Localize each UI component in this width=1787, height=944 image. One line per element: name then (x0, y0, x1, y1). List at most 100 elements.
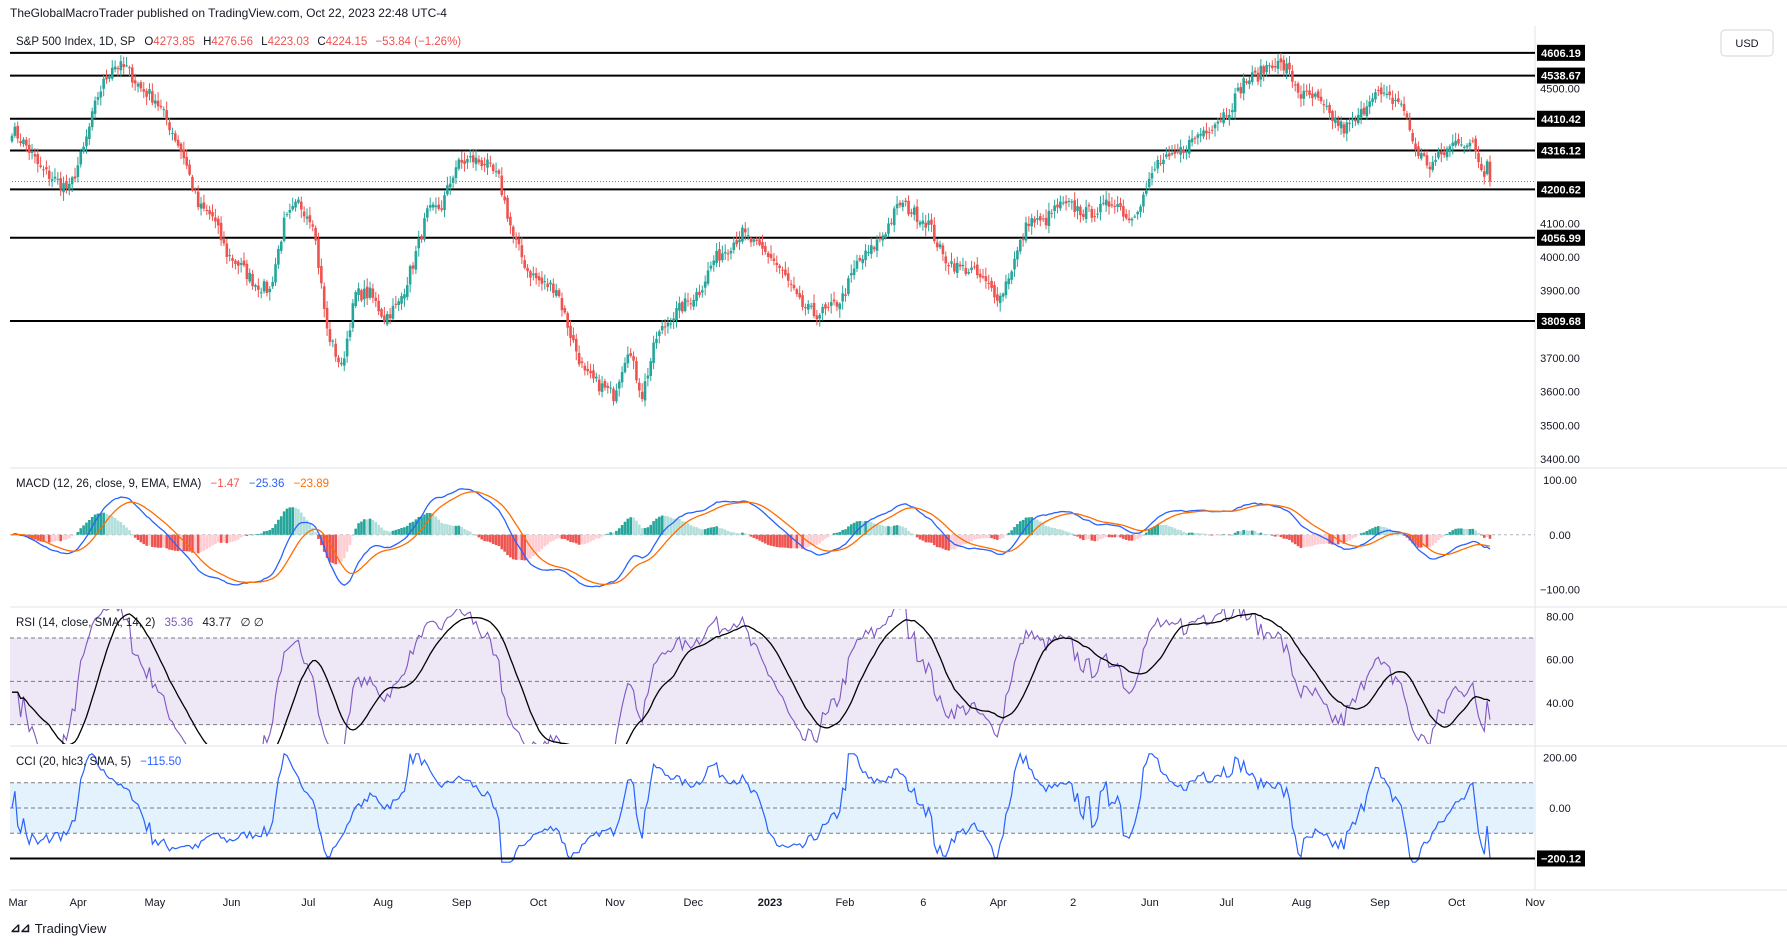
candle (50, 171, 54, 188)
candle (1299, 85, 1303, 107)
macd-bar (867, 521, 870, 535)
macd-bar (1222, 534, 1225, 535)
candle (892, 205, 896, 233)
candle (1150, 166, 1154, 186)
candle (517, 232, 521, 251)
candle (239, 257, 243, 273)
x-tick-label: Apr (990, 897, 1007, 909)
candle (99, 85, 103, 106)
macd-bar (798, 534, 801, 549)
macd-bar (325, 534, 329, 558)
macd-bar (222, 534, 226, 543)
macd-bar (1170, 527, 1174, 535)
macd-bar (1339, 534, 1343, 544)
macd-bar (474, 534, 478, 536)
candle (222, 231, 226, 247)
macd-bar (1445, 533, 1449, 535)
macd-bar (480, 534, 484, 540)
x-tick-label: Aug (1292, 897, 1312, 909)
macd-bar (1207, 534, 1211, 536)
candle (76, 156, 80, 183)
candle (1104, 191, 1108, 212)
candle (1405, 110, 1409, 121)
macd-bar (328, 534, 332, 563)
candle (970, 260, 973, 274)
macd-bar (841, 529, 844, 535)
macd-bar (1425, 534, 1429, 548)
candle (1276, 53, 1280, 75)
macd-bar (1276, 534, 1280, 537)
macd-bar (847, 526, 850, 535)
macd-bar (317, 534, 320, 539)
macd-bar (801, 534, 804, 549)
candle (1001, 292, 1005, 302)
candle (950, 252, 953, 268)
candle (875, 235, 879, 258)
macd-bar (1050, 527, 1054, 535)
macd-bar (577, 534, 581, 545)
candle (514, 232, 518, 248)
macd-bar (537, 534, 541, 552)
y-tick-label: 3600.00 (1540, 387, 1580, 399)
candle (234, 259, 237, 270)
candle (597, 374, 601, 396)
macd-bar (511, 534, 515, 560)
candle (1448, 144, 1452, 158)
macd-bar (105, 513, 108, 535)
y-axes[interactable]: 3400.00 3500.00 3600.00 3700.00 3900.00 4000.… (1540, 84, 1580, 815)
svg-text:4200.62: 4200.62 (1541, 184, 1581, 196)
candle (302, 206, 306, 223)
price-legend: S&P 500 Index, 1D, SP O4273.85 H4276.56 … (16, 36, 461, 48)
macd-bar (649, 524, 653, 535)
candle (368, 281, 372, 300)
candle (927, 213, 930, 232)
macd-bar (984, 534, 988, 539)
x-axis[interactable]: Mar Apr May Jun Jul Aug Sep Oct Nov Dec 2023 Feb 6 Ap… (9, 897, 1546, 909)
macd-bar (27, 534, 31, 539)
candle (405, 277, 409, 301)
macd-bar (1345, 534, 1349, 543)
candle (984, 267, 988, 289)
macd-bar (128, 530, 131, 535)
macd-bar (73, 534, 77, 536)
macd-bar (1374, 526, 1377, 535)
rsi-legend: RSI (14, close, SMA, 14, 2) 35.36 43.77 … (16, 617, 264, 629)
macd-bar (110, 516, 114, 535)
candle (1193, 136, 1197, 144)
macd-bar (1440, 534, 1443, 538)
candle (689, 297, 693, 310)
macd-bar (1308, 534, 1311, 547)
macd-bar (818, 534, 822, 544)
macd-bar (405, 525, 409, 535)
support-resistance-lines[interactable]: 4606.19 4538.67 4410.42 4316.12 4200.62 4056.… (10, 44, 1585, 330)
macd-bar (308, 524, 312, 535)
macd-bar (998, 534, 1002, 540)
macd-bar (924, 534, 928, 543)
macd-bar (1233, 532, 1237, 535)
candle (615, 383, 618, 404)
candle (1018, 237, 1022, 255)
macd-bar (1179, 530, 1182, 535)
candle (67, 177, 71, 196)
macd-bar (552, 534, 555, 541)
candle (1053, 199, 1056, 219)
candle (543, 274, 547, 290)
y-tick-label: 3400.00 (1540, 454, 1580, 466)
macd-bar (543, 534, 547, 547)
macd-bar (397, 529, 400, 535)
macd-bar (1225, 534, 1228, 536)
tradingview-brand[interactable]: ⊿⊿ TradingView (10, 920, 106, 936)
candle (910, 208, 913, 218)
cci-level-line[interactable]: −200.12 (10, 850, 1585, 867)
macd-bar (592, 534, 595, 541)
candle (935, 238, 939, 252)
macd-bar (890, 526, 893, 535)
macd-bar (288, 507, 292, 535)
candle (19, 133, 22, 147)
candle (25, 136, 28, 152)
currency-button[interactable]: USD (1720, 29, 1774, 57)
candle (446, 176, 449, 196)
candle (39, 156, 42, 169)
macd-bar (1167, 526, 1171, 535)
